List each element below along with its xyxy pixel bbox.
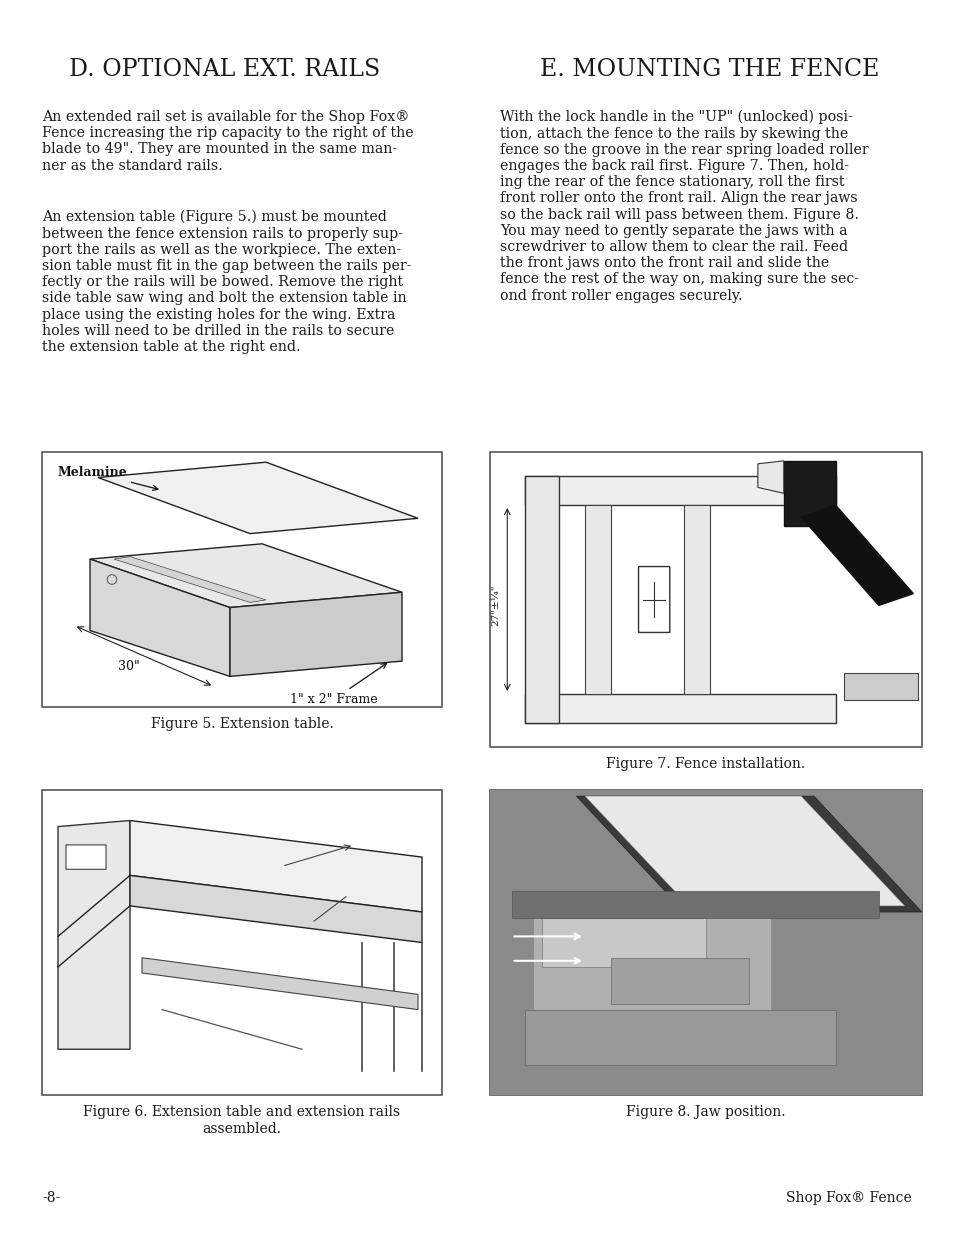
Text: Shop Fox® Fence: Shop Fox® Fence — [785, 1191, 911, 1205]
Polygon shape — [757, 461, 783, 493]
Text: With the lock handle in the "UP" (unlocked) posi-
tion, attach the fence to the : With the lock handle in the "UP" (unlock… — [499, 110, 868, 303]
Polygon shape — [113, 557, 266, 603]
Polygon shape — [524, 694, 835, 724]
Polygon shape — [511, 890, 878, 918]
Polygon shape — [130, 876, 421, 942]
Polygon shape — [524, 1009, 835, 1065]
Text: An extended rail set is available for the Shop Fox®
Fence increasing the rip cap: An extended rail set is available for th… — [42, 110, 414, 173]
Polygon shape — [683, 505, 710, 694]
Polygon shape — [524, 475, 558, 724]
Polygon shape — [843, 673, 917, 700]
Polygon shape — [142, 958, 417, 1009]
Polygon shape — [130, 820, 421, 911]
Polygon shape — [490, 790, 921, 1095]
Polygon shape — [610, 958, 748, 1004]
Text: E. MOUNTING THE FENCE: E. MOUNTING THE FENCE — [539, 58, 879, 82]
Polygon shape — [90, 543, 401, 608]
Polygon shape — [230, 593, 401, 677]
Polygon shape — [541, 918, 705, 967]
Text: Figure 8. Jaw position.: Figure 8. Jaw position. — [625, 1105, 785, 1119]
Bar — [42, 452, 441, 706]
Text: Figure 7. Fence installation.: Figure 7. Fence installation. — [606, 757, 804, 771]
Text: 30": 30" — [118, 659, 139, 673]
Text: -8-: -8- — [42, 1191, 60, 1205]
Polygon shape — [801, 505, 912, 605]
Polygon shape — [584, 505, 610, 694]
Polygon shape — [783, 461, 835, 526]
FancyBboxPatch shape — [638, 567, 669, 632]
Polygon shape — [58, 820, 130, 1050]
Text: assembled.: assembled. — [202, 1123, 281, 1136]
Polygon shape — [90, 559, 230, 677]
Text: Figure 5. Extension table.: Figure 5. Extension table. — [151, 718, 333, 731]
Polygon shape — [533, 906, 770, 1009]
Polygon shape — [98, 462, 417, 534]
Text: 1" x 2" Frame: 1" x 2" Frame — [290, 663, 386, 706]
Text: Figure 6. Extension table and extension rails: Figure 6. Extension table and extension … — [83, 1105, 400, 1119]
Text: Melamine: Melamine — [58, 466, 158, 490]
Text: D. OPTIONAL EXT. RAILS: D. OPTIONAL EXT. RAILS — [70, 58, 380, 82]
Polygon shape — [524, 475, 835, 505]
Text: 27"±¼": 27"±¼" — [491, 584, 499, 626]
Polygon shape — [584, 797, 903, 906]
Text: An extension table (Figure 5.) must be mounted
between the fence extension rails: An extension table (Figure 5.) must be m… — [42, 210, 411, 354]
Bar — [490, 790, 921, 1095]
Polygon shape — [576, 797, 921, 911]
Bar — [490, 452, 921, 747]
Bar — [42, 790, 441, 1095]
FancyBboxPatch shape — [66, 845, 106, 869]
